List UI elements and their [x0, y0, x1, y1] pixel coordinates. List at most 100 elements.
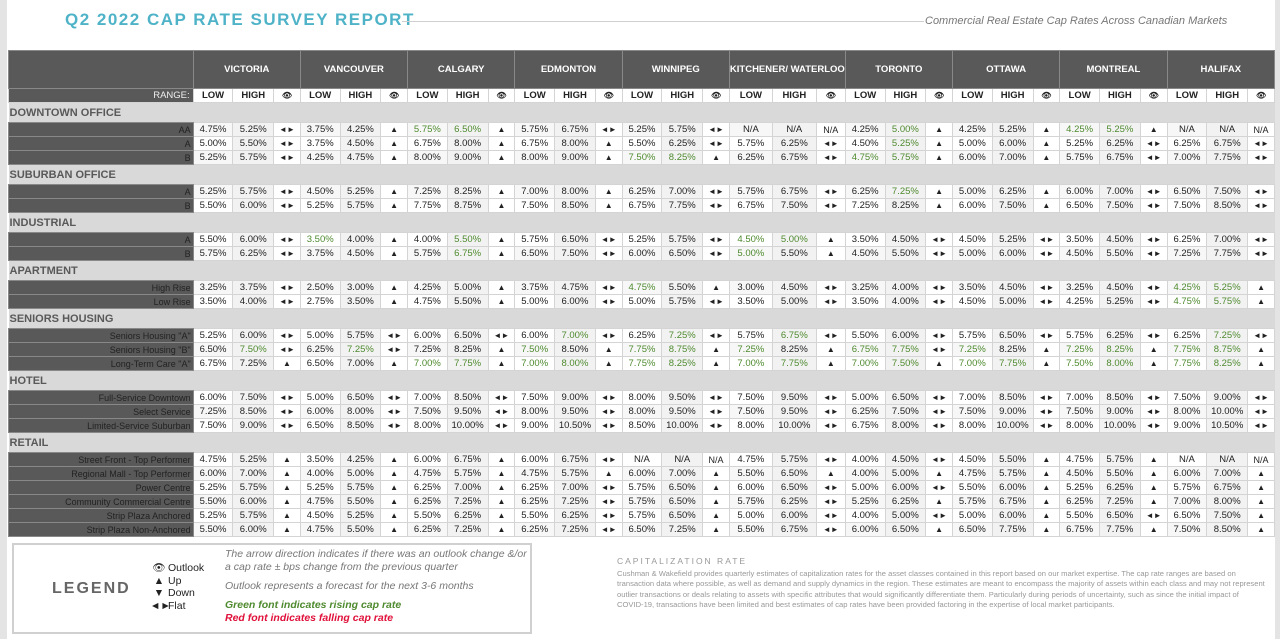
high-rate-cell: 6.25% — [446, 508, 489, 523]
up-arrow-green-icon: ▲ — [815, 232, 846, 247]
low-header: LOW — [951, 88, 993, 103]
low-rate-cell: 7.50% — [514, 342, 556, 357]
city-header: CALGARY — [407, 50, 516, 89]
high-rate-cell: 7.00% — [232, 466, 275, 481]
high-rate-cell: 7.50% — [232, 342, 275, 357]
flat-arrows-icon: ◄► — [702, 294, 730, 309]
section-title: DOWNTOWN OFFICE — [8, 102, 1275, 123]
flat-arrows-icon: ◄► — [815, 280, 846, 295]
flat-arrows-icon: ◄► — [702, 246, 730, 261]
down-arrow-icon: ▼ — [153, 587, 165, 599]
city-header: OTTAWA — [951, 50, 1061, 89]
low-rate-cell: 8.00% — [407, 150, 448, 165]
legend-title: LEGEND — [52, 580, 131, 597]
low-rate-cell: 7.00% — [1166, 150, 1208, 165]
high-rate-cell: 5.75% — [771, 452, 817, 467]
high-rate-cell: 8.00% — [884, 418, 927, 433]
flat-arrows-icon: ◄► — [815, 452, 846, 467]
low-rate-cell: 4.75% — [407, 466, 448, 481]
low-rate-cell: 5.75% — [728, 494, 773, 509]
high-rate-cell: 10.00% — [991, 418, 1034, 433]
high-rate-cell: 7.25% — [1098, 494, 1141, 509]
low-rate-cell: 4.75% — [192, 122, 234, 137]
high-rate-cell: 5.25% — [232, 122, 275, 137]
high-rate-cell: 5.50% — [232, 136, 275, 151]
high-rate-cell: 8.75% — [1206, 342, 1249, 357]
high-rate-cell: 5.25% — [991, 122, 1034, 137]
high-rate-cell: 5.75% — [661, 232, 704, 247]
up-arrow-icon: ▲ — [1139, 452, 1168, 467]
flat-arrows-icon: ◄► — [273, 122, 301, 137]
low-rate-cell: 4.50% — [844, 246, 886, 261]
flat-arrows-icon: ◄► — [1139, 328, 1168, 343]
cap-rate-table: VICTORIA VANCOUVER CALGARY EDMONTON WINNIPEG… — [8, 50, 1276, 537]
high-rate-cell: 7.00% — [339, 356, 382, 371]
low-rate-cell: 8.00% — [407, 418, 448, 433]
high-rate-cell: 6.00% — [991, 136, 1034, 151]
high-rate-cell: 7.75% — [991, 522, 1034, 537]
range-label: RANGE: — [8, 88, 194, 103]
low-rate-cell: 6.00% — [1059, 184, 1100, 199]
table-row: Select Service 7.25% 8.50% ◄► 6.00% 8.00% ◄► 7.… — [8, 404, 1275, 419]
section-title: APARTMENT — [8, 260, 1275, 281]
flat-arrows-icon: ◄► — [273, 328, 301, 343]
high-rate-cell: 6.00% — [232, 232, 275, 247]
legend-key: ▼ Down — [150, 587, 204, 600]
flat-arrows-icon: ◄► — [925, 404, 953, 419]
high-rate-cell: 8.50% — [232, 404, 275, 419]
flat-arrows-icon: ◄► — [1032, 418, 1061, 433]
row-label: Select Service — [8, 404, 194, 419]
flat-arrows-icon: ◄► — [925, 452, 953, 467]
high-rate-cell: 5.50% — [991, 452, 1034, 467]
low-rate-cell: 6.25% — [407, 522, 448, 537]
table-row: Regional Mall - Top Performer 6.00% 7.00% ▲… — [8, 466, 1275, 481]
flat-arrows-icon: ◄► — [1247, 150, 1275, 165]
up-arrow-green-icon: ▲ — [1032, 184, 1061, 199]
low-rate-cell: 8.00% — [1166, 404, 1208, 419]
flat-arrows-icon: ◄► — [1247, 184, 1275, 199]
high-rate-cell: 5.75% — [661, 122, 704, 137]
flat-arrows-icon: ◄► — [273, 232, 301, 247]
flat-arrows-icon: ◄► — [925, 480, 953, 495]
flat-arrows-icon: ◄► — [1139, 150, 1168, 165]
up-arrow-icon: ▲ — [925, 198, 953, 213]
high-rate-cell: 6.00% — [232, 198, 275, 213]
high-rate-cell: 5.25% — [1098, 122, 1141, 137]
low-rate-cell: 2.75% — [299, 294, 341, 309]
low-rate-cell: 4.50% — [951, 232, 993, 247]
section-title: SENIORS HOUSING — [8, 308, 1275, 329]
high-rate-cell: 5.25% — [1206, 280, 1249, 295]
high-rate-cell: 7.25% — [446, 494, 489, 509]
low-rate-cell: 7.50% — [514, 198, 556, 213]
high-rate-cell: 7.00% — [991, 150, 1034, 165]
low-header: LOW — [1166, 88, 1208, 103]
low-rate-cell: 5.00% — [728, 508, 773, 523]
low-rate-cell: 6.50% — [621, 522, 663, 537]
up-arrow-green-icon: ▲ — [380, 522, 409, 537]
legend-note-red: Red font indicates falling cap rate — [225, 612, 394, 624]
low-rate-cell: 5.25% — [844, 494, 886, 509]
low-rate-cell: 6.25% — [407, 480, 448, 495]
up-arrow-green-icon: ▲ — [1032, 136, 1061, 151]
low-rate-cell: 8.50% — [621, 418, 663, 433]
low-rate-cell: 4.75% — [728, 452, 773, 467]
low-rate-cell: 6.25% — [1166, 136, 1208, 151]
high-rate-cell: 7.50% — [554, 246, 596, 261]
low-rate-cell: 6.75% — [407, 136, 448, 151]
up-arrow-green-icon: ▲ — [380, 508, 409, 523]
flat-arrows-icon: ◄► — [594, 404, 623, 419]
row-label: B — [8, 246, 194, 261]
legend-key-label: Flat — [168, 599, 186, 612]
up-arrow-green-icon: ▲ — [380, 198, 409, 213]
low-rate-cell: 6.00% — [192, 466, 234, 481]
flat-arrows-icon: ◄► — [1247, 328, 1275, 343]
high-rate-cell: 6.50% — [1098, 508, 1141, 523]
low-rate-cell: 6.25% — [1166, 232, 1208, 247]
low-rate-cell: 3.75% — [299, 122, 341, 137]
high-rate-cell: 6.75% — [771, 184, 817, 199]
high-rate-cell: 6.00% — [771, 508, 817, 523]
low-rate-cell: 4.00% — [844, 452, 886, 467]
high-rate-cell: 7.00% — [446, 480, 489, 495]
flat-arrows-icon: ◄► — [273, 390, 301, 405]
table-row: A 5.00% 5.50% ◄► 3.75% 4.50% ▲ 6.75% 8.00% ▲ 6.75%… — [8, 136, 1275, 151]
